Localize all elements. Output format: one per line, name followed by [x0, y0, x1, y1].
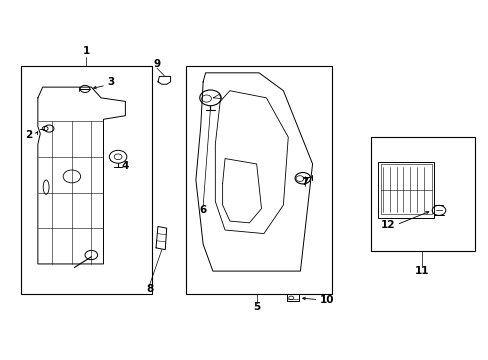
- Text: 11: 11: [414, 266, 428, 276]
- Text: 5: 5: [252, 302, 260, 312]
- Text: 2: 2: [25, 130, 32, 140]
- Bar: [377, 162, 433, 217]
- Text: 6: 6: [199, 205, 206, 215]
- Text: 9: 9: [153, 59, 160, 69]
- Text: 1: 1: [82, 46, 90, 57]
- Polygon shape: [158, 76, 170, 84]
- Polygon shape: [156, 226, 166, 249]
- Bar: [186, 66, 331, 294]
- Bar: [21, 66, 152, 294]
- Text: 8: 8: [146, 284, 153, 294]
- Text: 12: 12: [380, 220, 394, 230]
- Text: 7: 7: [301, 177, 308, 187]
- Text: 10: 10: [319, 295, 334, 305]
- Bar: [370, 137, 474, 251]
- Text: 3: 3: [107, 77, 114, 87]
- Text: 4: 4: [122, 161, 129, 171]
- Bar: [380, 164, 431, 214]
- Bar: [287, 294, 298, 301]
